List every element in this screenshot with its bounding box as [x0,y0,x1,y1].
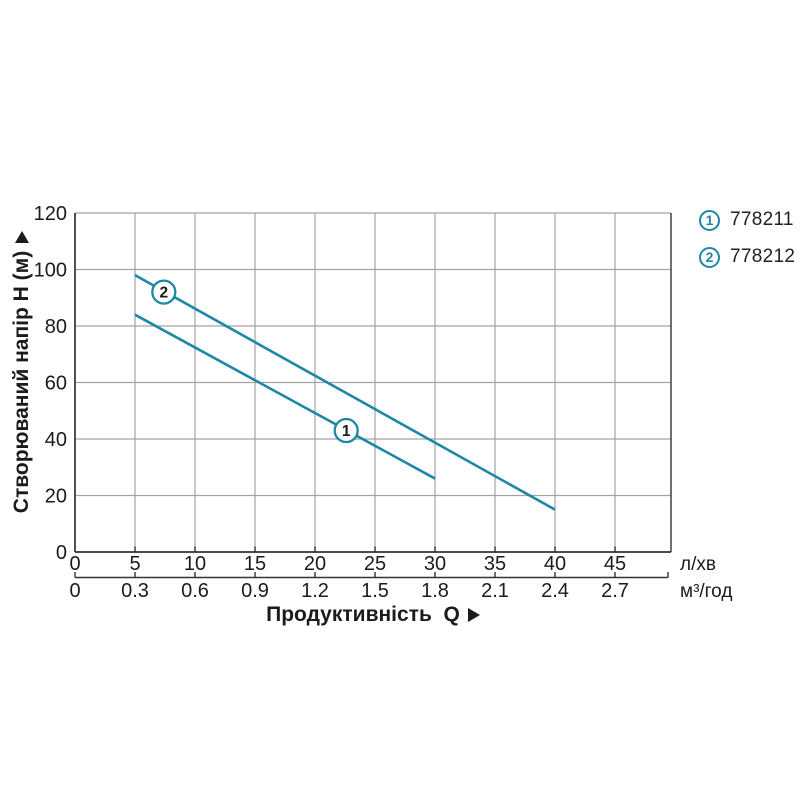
legend-marker-1-icon: 1 [699,209,720,231]
y-tick-label: 120 [34,203,67,225]
x-tick-label-secondary: 2.1 [481,580,509,602]
x-tick-label-secondary: 0.9 [241,580,269,602]
x-tick-label-secondary: 2.7 [601,580,629,602]
y-axis-arrow-icon [15,230,29,243]
series-line-778212 [134,274,556,511]
x-tick-label-secondary: 0 [69,580,80,602]
series-marker-label-1: 1 [342,423,351,440]
x-tick-label-primary: 45 [604,553,626,575]
x-tick-label-secondary: 1.5 [361,580,389,602]
x-tick-label-primary: 20 [304,553,326,575]
legend-marker-2-icon: 2 [699,246,720,268]
x-tick-label-primary: 10 [184,553,206,575]
x-tick-label-secondary: 0.6 [181,580,209,602]
x-tick-label-primary: 0 [69,553,80,575]
y-tick-label: 40 [45,429,67,451]
legend-item-778212: 2 778212 [699,245,795,269]
x-axis-title-label: Продуктивність Q [266,603,460,626]
x-tick-label-primary: 25 [364,553,386,575]
legend-label: 778211 [730,209,794,230]
x-axis-arrow-icon [467,608,480,622]
x-tick-label-primary: 15 [244,553,266,575]
y-axis-title-label: Створюваний напір H (м) [10,250,33,514]
x-tick-label-secondary: 2.4 [541,580,569,602]
x-axis-unit-primary: л/хв [680,554,716,575]
legend-item-778211: 1 778211 [699,208,795,232]
series-line-778211 [134,313,436,480]
x-axis-title: Продуктивність Q [75,602,671,628]
y-axis-title: Створюваний напір H (м) [9,182,35,562]
y-tick-label: 20 [45,486,67,508]
y-tick-label: 60 [45,373,67,395]
series-marker-2 [151,279,177,305]
x-tick-label-secondary: 1.2 [301,580,329,602]
legend-label: 778212 [730,246,796,267]
x-tick-label-primary: 5 [129,553,140,575]
series-marker-label-2: 2 [159,285,168,302]
x-axis-unit-secondary: м³/год [680,581,732,602]
y-tick-label: 0 [56,542,67,564]
x-tick-label-primary: 35 [484,553,506,575]
x-tick-label-secondary: 0.3 [121,580,149,602]
x-tick-label-secondary: 1.8 [421,580,449,602]
x-tick-label-primary: 30 [424,553,446,575]
y-tick-label: 80 [45,316,67,338]
y-tick-label: 100 [34,260,67,282]
legend: 1 778211 2 778212 [699,208,795,269]
x-tick-label-primary: 40 [544,553,566,575]
series-marker-1 [333,417,359,444]
